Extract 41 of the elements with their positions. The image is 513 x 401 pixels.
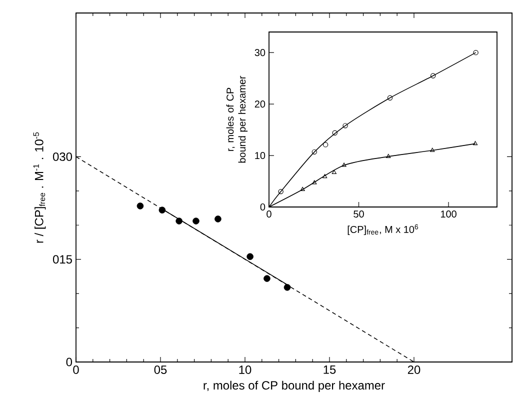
point bbox=[246, 253, 254, 260]
point bbox=[136, 202, 144, 210]
point bbox=[300, 186, 305, 191]
point bbox=[332, 170, 336, 174]
y-tick-label: 10 bbox=[255, 152, 266, 160]
point bbox=[342, 162, 346, 167]
point bbox=[284, 284, 291, 291]
x-tick-label: 0 bbox=[73, 366, 79, 374]
x-axis-title: [CP]$_{free}$, M x 10$^{6}$ bbox=[348, 224, 418, 235]
y-tick-label: 30 bbox=[254, 49, 266, 56]
point bbox=[387, 95, 393, 100]
x-tick-label: 50 bbox=[354, 210, 364, 218]
point bbox=[192, 218, 200, 224]
x-tick-label: 05 bbox=[154, 366, 167, 374]
point bbox=[278, 188, 284, 194]
point bbox=[312, 149, 318, 155]
point bbox=[342, 123, 348, 128]
y-tick-label: 20 bbox=[254, 100, 266, 108]
point bbox=[386, 154, 391, 158]
y-tick-label: 0 bbox=[66, 358, 72, 366]
point bbox=[322, 142, 328, 148]
point bbox=[264, 275, 270, 282]
x-axis-title: r, moles of CP bound per hexamer bbox=[204, 380, 385, 392]
point bbox=[430, 148, 435, 152]
y-tick-label: 015 bbox=[53, 255, 72, 264]
x-tick-label: 20 bbox=[408, 366, 420, 374]
y-axis-title: r, moles of CP bound per hexamer bbox=[226, 76, 248, 163]
y-tick-label: 0 bbox=[260, 203, 266, 211]
x-tick-label: 100 bbox=[440, 210, 456, 218]
point bbox=[322, 174, 328, 178]
point bbox=[214, 216, 222, 222]
point bbox=[312, 180, 317, 184]
y-axis-title: r / [CP]$_{free}$ . M$^{-1}$ . 10$^{-5}$ bbox=[33, 132, 46, 243]
x-tick-label: 15 bbox=[324, 366, 336, 374]
y-tick-label: 030 bbox=[53, 152, 72, 161]
point bbox=[158, 206, 166, 214]
point bbox=[430, 73, 436, 78]
x-tick-label: 0 bbox=[266, 210, 272, 218]
point bbox=[332, 130, 338, 136]
point bbox=[176, 218, 182, 224]
x-tick-label: 10 bbox=[239, 366, 252, 374]
